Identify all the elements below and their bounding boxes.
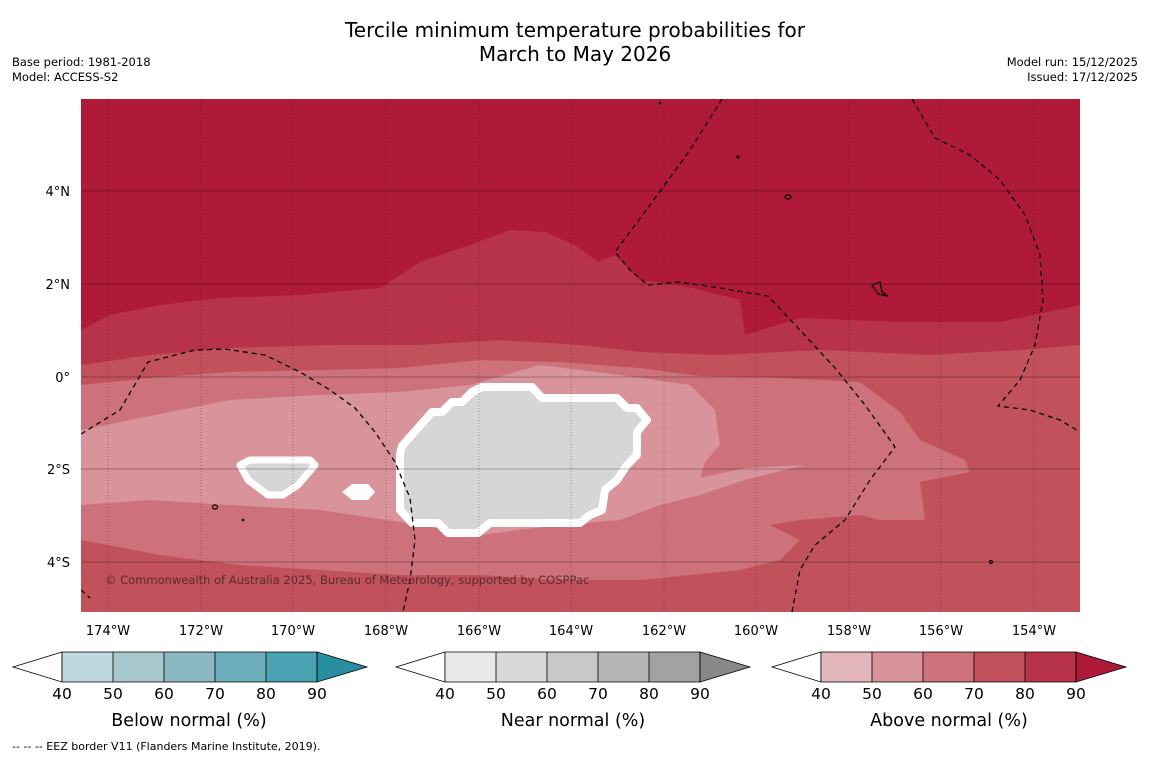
colorbar-tick: 60 (154, 685, 174, 703)
colorbar-below-segment (215, 652, 266, 682)
colorbar-below-normal: 40 50 60 70 80 90 Below normal (%) (11, 651, 369, 731)
colorbar-below-segment (164, 652, 215, 682)
colorbar-tick: 50 (862, 685, 882, 703)
colorbar-near-min-arrow (394, 651, 446, 683)
near-normal-region-west (236, 456, 319, 499)
title-line-2: March to May 2026 (478, 42, 672, 66)
colorbar-near-normal: 40 50 60 70 80 90 Near normal (%) (394, 651, 752, 731)
colorbar-above-segment (821, 652, 872, 682)
lon-label: 166°W (457, 624, 501, 639)
lon-label: 164°W (549, 624, 593, 639)
probability-map: © Commonwealth of Australia 2025, Bureau… (81, 99, 1080, 612)
colorbar-above-segment (974, 652, 1025, 682)
lon-label: 156°W (919, 624, 963, 639)
lat-label: 2°N (46, 278, 71, 293)
island-4 (736, 155, 740, 159)
colorbar-near-segment (649, 652, 700, 682)
near-normal-region-main (396, 383, 651, 537)
lon-label: 158°W (827, 624, 871, 639)
colorbar-tick: 70 (205, 685, 225, 703)
colorbar-below-min-arrow (11, 651, 63, 683)
colorbar-tick: 70 (964, 685, 984, 703)
colorbar-tick: 50 (103, 685, 123, 703)
copyright-text: © Commonwealth of Australia 2025, Bureau… (105, 573, 589, 587)
colorbar-tick: 80 (639, 685, 659, 703)
colorbar-above-max-arrow (1075, 651, 1128, 683)
lon-label: 160°W (734, 624, 778, 639)
colorbar-above-normal: 40 50 60 70 80 90 Above normal (%) (770, 651, 1128, 731)
meta-right: Model run: 15/12/2025 Issued: 17/12/2025 (1007, 55, 1138, 85)
eez-borders (81, 99, 1080, 612)
colorbar-tick: 90 (1066, 685, 1086, 703)
colorbar-near-max-arrow (699, 651, 752, 683)
issued-text: Issued: 17/12/2025 (1027, 70, 1138, 84)
island-7 (658, 101, 662, 105)
lon-label: 170°W (271, 624, 315, 639)
colorbar-above-segment (1025, 652, 1076, 682)
map-gridlines (81, 99, 1080, 612)
island-6 (241, 518, 245, 522)
colorbar-near-title: Near normal (%) (501, 711, 646, 731)
colorbar-tick: 60 (537, 685, 557, 703)
colorbar-tick: 60 (913, 685, 933, 703)
near-normal-region-small (342, 484, 375, 500)
chart-title: Tercile minimum temperature probabilitie… (0, 18, 1150, 66)
eez-border-west (81, 348, 416, 612)
colorbar-tick: 70 (588, 685, 608, 703)
lat-labels: 4°N 2°N 0° 2°S 4°S (46, 185, 71, 571)
colorbar-above-dividers (820, 651, 1077, 683)
lat-label: 4°S (47, 556, 70, 571)
colorbar-above-title: Above normal (%) (870, 711, 1028, 731)
island-3 (211, 504, 219, 510)
base-period-text: Base period: 1981-2018 (12, 55, 151, 69)
eez-border-central (614, 99, 896, 612)
colorbar-below-segment (62, 652, 113, 682)
colorbar-tick: 40 (435, 685, 455, 703)
colorbar-below-title: Below normal (%) (111, 711, 266, 731)
island-5 (988, 559, 994, 565)
lat-label: 0° (55, 371, 70, 386)
lon-label: 174°W (86, 624, 130, 639)
colorbar-tick: 40 (52, 685, 72, 703)
island-2 (871, 281, 889, 297)
lon-label: 168°W (364, 624, 408, 639)
colorbar-tick: 80 (1015, 685, 1035, 703)
title-line-1: Tercile minimum temperature probabilitie… (344, 18, 806, 42)
meta-left: Base period: 1981-2018 Model: ACCESS-S2 (12, 55, 151, 85)
lon-label: 172°W (179, 624, 223, 639)
colorbar-near-segment (547, 652, 598, 682)
lon-label: 154°W (1012, 624, 1056, 639)
colorbar-tick: 90 (307, 685, 327, 703)
eez-border-southwest (81, 589, 91, 599)
colorbar-tick: 90 (690, 685, 710, 703)
colorbar-below-segment (266, 652, 317, 682)
eez-border-east (911, 99, 1080, 433)
colorbar-tick: 80 (256, 685, 276, 703)
colorbar-above-segment (923, 652, 974, 682)
model-run-text: Model run: 15/12/2025 (1006, 55, 1138, 69)
colorbar-tick: 50 (486, 685, 506, 703)
colorbar-near-segment (598, 652, 649, 682)
lon-label: 162°W (642, 624, 686, 639)
model-text: Model: ACCESS-S2 (12, 70, 119, 84)
colorbar-tick: 40 (811, 685, 831, 703)
lat-label: 2°S (47, 463, 70, 478)
colorbar-above-segment (872, 652, 923, 682)
colorbar-below-segment (113, 652, 164, 682)
colorbar-near-segment (445, 652, 496, 682)
colorbar-below-dividers (61, 651, 318, 683)
colorbar-above-min-arrow (770, 651, 822, 683)
islands (211, 101, 994, 565)
lon-labels: 174°W 172°W 170°W 168°W 166°W 164°W 162°… (86, 624, 1056, 639)
lat-label: 4°N (46, 185, 71, 200)
island-1 (784, 194, 792, 200)
eez-footnote: -- -- -- EEZ border V11 (Flanders Marine… (12, 740, 321, 753)
colorbar-near-dividers (444, 651, 701, 683)
colorbar-below-max-arrow (316, 651, 369, 683)
colorbar-near-segment (496, 652, 547, 682)
